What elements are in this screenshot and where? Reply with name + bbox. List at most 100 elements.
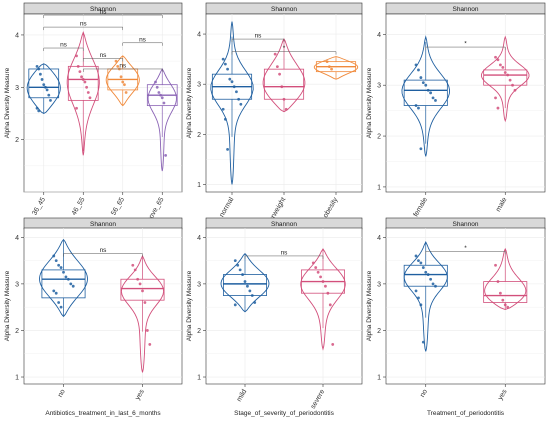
data-point (503, 71, 507, 74)
data-point (273, 52, 277, 56)
data-point (421, 81, 425, 85)
panel-6: Shannon 1 2 3 4 Alpha Diversity Measure no yes *… (366, 217, 546, 417)
violin-shape (220, 252, 270, 313)
plot-frame (205, 227, 363, 385)
data-point (157, 91, 161, 94)
y-tick-label: 2 (377, 328, 381, 335)
y-tick-label: 3 (197, 82, 201, 89)
y-tick-label: 4 (377, 32, 381, 39)
x-tick-label: mild (236, 388, 249, 403)
significance-label: ns (139, 36, 147, 43)
data-point (57, 301, 61, 304)
y-tick-label: 4 (15, 32, 19, 39)
violin-group (481, 35, 530, 123)
data-point (230, 80, 234, 84)
y-axis-title: Alpha Diversity Measure (366, 67, 373, 138)
data-point (417, 259, 420, 262)
data-point (54, 259, 58, 262)
data-point (250, 294, 254, 297)
violin-shape (39, 238, 88, 318)
x-tick-label: 56_65 (110, 196, 126, 216)
violin-group (401, 35, 451, 157)
data-point (321, 280, 325, 283)
y-tick-label: 2 (15, 328, 19, 335)
comparison-bracket: ns (231, 33, 285, 43)
data-point (114, 59, 118, 63)
data-point (429, 91, 433, 95)
data-point (508, 78, 512, 82)
data-point (228, 77, 232, 81)
box (67, 65, 99, 101)
y-tick-label: 2 (15, 137, 19, 144)
y-tick-label: 2 (197, 132, 201, 139)
data-point (35, 106, 39, 110)
data-point (426, 88, 430, 92)
panel-5: Shannon 1 2 3 4 Alpha Diversity Measure mild se… (186, 217, 363, 417)
data-point (226, 147, 229, 151)
comparison-bracket: * (231, 45, 337, 55)
panel-title: Shannon (271, 6, 297, 13)
data-point (496, 106, 500, 110)
box (403, 264, 448, 287)
data-point (496, 280, 500, 283)
data-point (38, 72, 42, 76)
data-point (324, 284, 327, 288)
plot-frame (385, 13, 546, 193)
data-point (141, 289, 144, 293)
x-tick-label: 36_45 (31, 196, 47, 216)
data-point (235, 90, 238, 94)
data-point (236, 263, 240, 267)
x-axis-title: Treatment_of_periodontitis (427, 410, 505, 417)
comparison-bracket: ns (43, 9, 163, 19)
data-point (226, 67, 229, 71)
comparison-bracket: ns (43, 42, 84, 52)
data-point (121, 80, 125, 84)
panel-title: Shannon (271, 221, 297, 228)
data-point (155, 85, 159, 89)
x-tick-label: 46_55 (71, 196, 87, 216)
data-point (331, 343, 335, 346)
y-axis-title: Alpha Diversity Measure (366, 270, 373, 341)
violin-group (403, 240, 448, 352)
data-point (69, 282, 73, 286)
data-point (54, 291, 58, 295)
data-point (62, 270, 65, 274)
data-point (136, 277, 140, 281)
significance-label: ns (281, 249, 289, 256)
significance-label: ns (119, 62, 127, 69)
data-point (64, 275, 68, 279)
box (403, 79, 448, 106)
bracket-line (63, 253, 143, 257)
data-point (59, 305, 63, 309)
y-axis-title: Alpha Diversity Measure (186, 270, 193, 341)
panel-1: Shannon 2 3 4 Alpha Diversity Measure 36_45 46… (4, 2, 183, 239)
violin-shape (403, 240, 448, 352)
data-point (253, 301, 257, 304)
violin-shape (401, 35, 451, 157)
data-point (417, 106, 420, 110)
data-point (221, 57, 225, 61)
box (483, 69, 528, 86)
data-point (44, 85, 47, 89)
violin-shape (66, 30, 100, 156)
data-point (414, 104, 418, 107)
data-point (241, 273, 244, 276)
data-point (86, 91, 90, 94)
y-tick-label: 1 (197, 375, 201, 382)
comparison-bracket: ns (83, 62, 163, 72)
data-point (429, 277, 433, 281)
data-point (75, 106, 78, 110)
data-point (57, 263, 61, 267)
x-axis-title: Stage_of_severity_of_periodontitis (234, 410, 334, 417)
plot-frame (385, 227, 546, 385)
data-point (513, 88, 517, 92)
bracket-line (231, 51, 337, 55)
data-point (138, 282, 142, 286)
data-point (501, 66, 505, 69)
data-point (434, 99, 437, 102)
data-point (159, 93, 162, 97)
data-point (85, 85, 89, 89)
y-tick-label: 3 (377, 281, 381, 288)
significance-label: ns (60, 42, 68, 49)
